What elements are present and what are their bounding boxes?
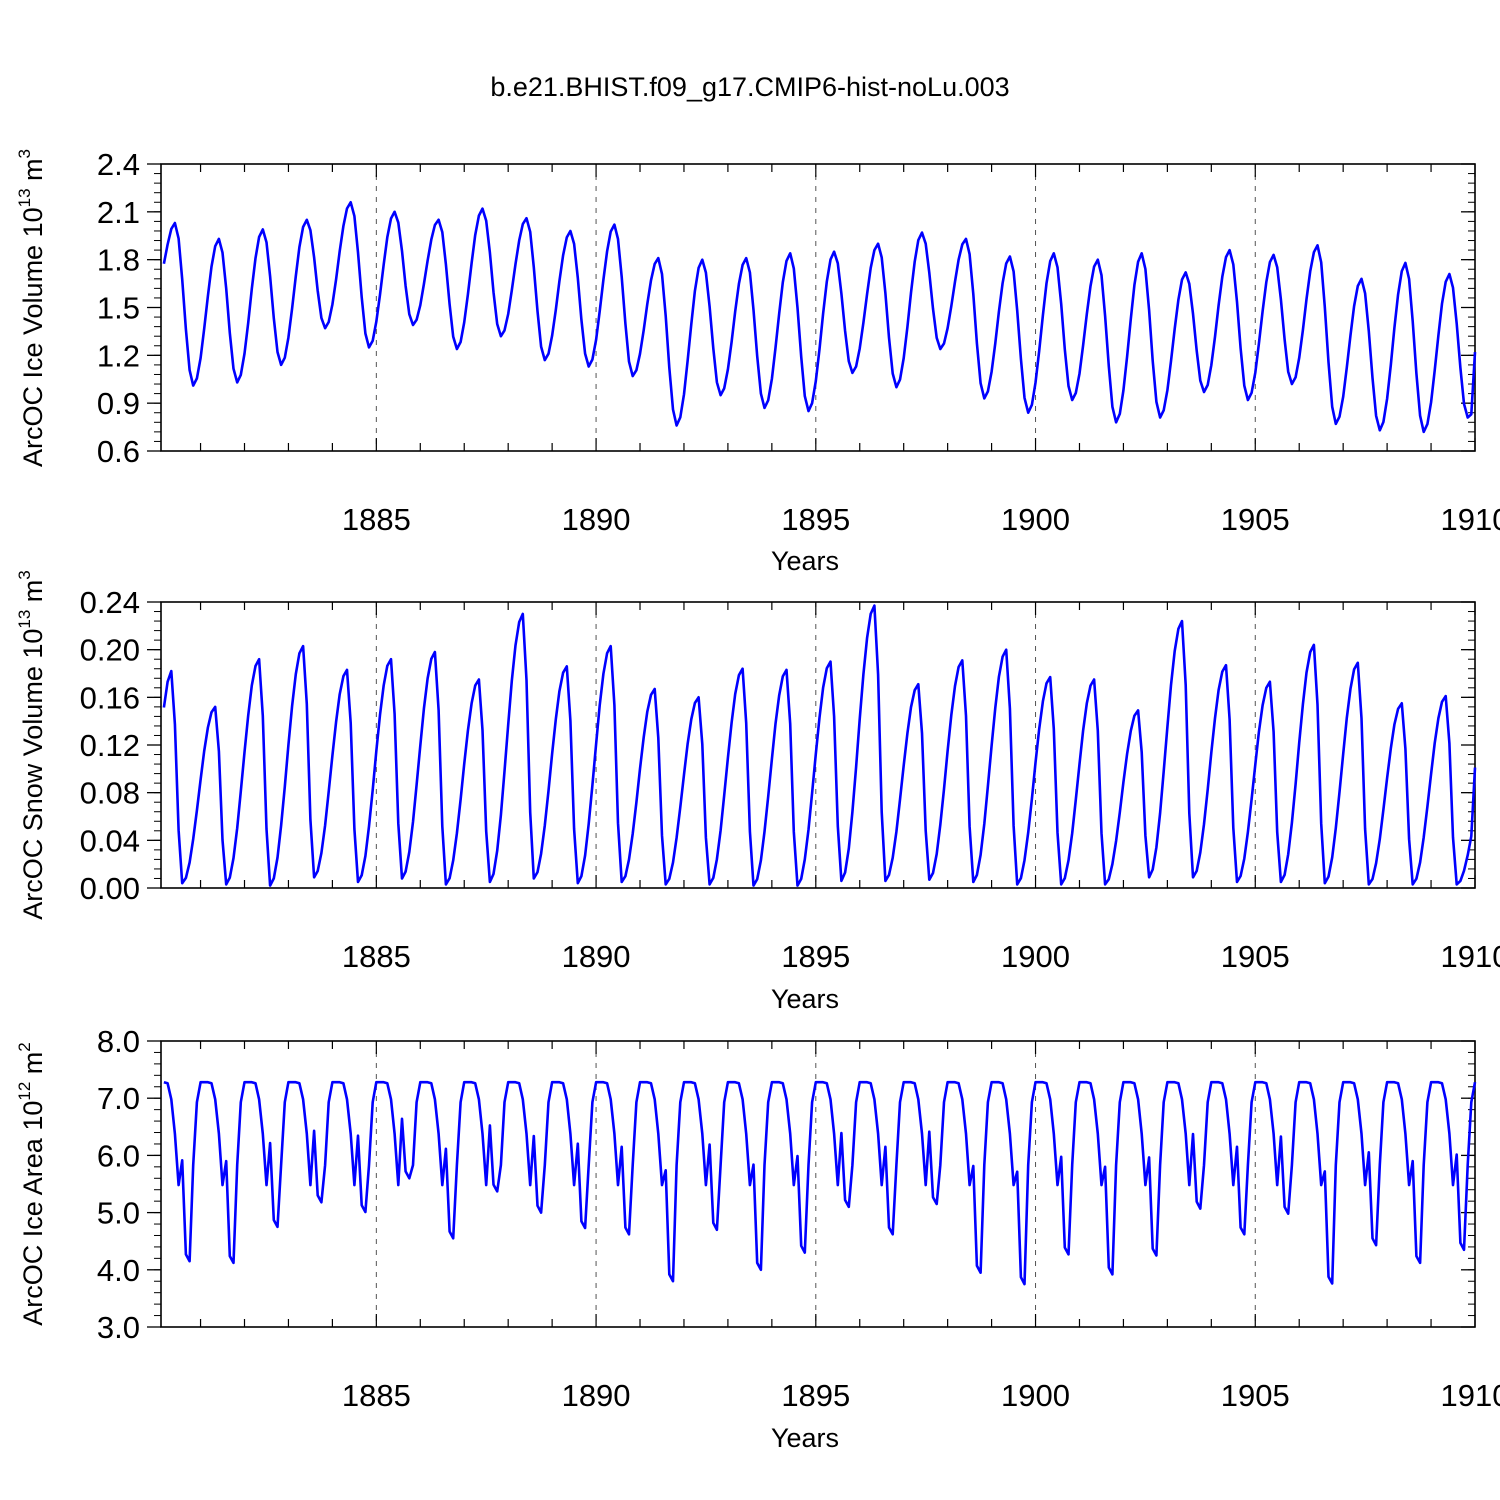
ice-volume-y-tick-label: 1.8 — [97, 243, 140, 278]
ice-area-y-axis-title: ArcOC Ice Area 1012 m2 — [15, 1042, 48, 1326]
snow-volume-x-tick-label: 1895 — [781, 939, 850, 974]
ice-area-x-tick-label: 1885 — [342, 1378, 411, 1413]
snow-volume-y-axis-title: ArcOC Snow Volume 1013 m3 — [15, 570, 48, 920]
snow-volume-y-tick-label: 0.24 — [80, 585, 140, 620]
snow-volume-x-axis-title: Years — [771, 984, 839, 1014]
ice-area-plot-frame — [160, 1040, 1476, 1328]
ice-area-y-tick-label: 6.0 — [97, 1138, 140, 1173]
ice-volume-x-tick-label: 1885 — [342, 502, 411, 537]
figure-title: b.e21.BHIST.f09_g17.CMIP6-hist-noLu.003 — [490, 72, 1009, 102]
ice-area-y-tick-label: 5.0 — [97, 1196, 140, 1231]
ice-volume-y-tick-label: 0.9 — [97, 386, 140, 421]
snow-volume-y-tick-label: 0.04 — [80, 823, 140, 858]
snow-volume-x-tick-label: 1900 — [1001, 939, 1070, 974]
ice-area-panel: ArcOC Ice Area 1012 m2 Years 1885 1890 189… — [15, 1024, 1500, 1453]
ice-area-x-axis-title: Years — [771, 1423, 839, 1453]
ice-volume-x-tick-label: 1905 — [1221, 502, 1290, 537]
snow-volume-y-tick-label: 0.12 — [80, 728, 140, 763]
ice-volume-plot-frame — [160, 163, 1476, 452]
snow-volume-x-tick-label: 1885 — [342, 939, 411, 974]
ice-volume-y-tick-label: 1.5 — [97, 291, 140, 326]
ice-area-y-tick-label: 4.0 — [97, 1253, 140, 1288]
snow-volume-y-tick-label: 0.00 — [80, 871, 140, 906]
ice-area-x-tick-label: 1890 — [562, 1378, 631, 1413]
snow-volume-x-tick-label: 1905 — [1221, 939, 1290, 974]
ice-area-x-tick-label: 1900 — [1001, 1378, 1070, 1413]
ice-volume-y-tick-label: 1.2 — [97, 338, 140, 373]
ice-area-y-tick-label: 3.0 — [97, 1310, 140, 1345]
ice-volume-x-tick-label: 1895 — [781, 502, 850, 537]
ice-volume-y-tick-label: 0.6 — [97, 434, 140, 469]
ice-volume-y-tick-label: 2.1 — [97, 195, 140, 230]
ice-volume-y-tick-label: 2.4 — [97, 147, 140, 182]
ice-area-y-tick-label: 8.0 — [97, 1024, 140, 1059]
snow-volume-x-tick-label: 1890 — [562, 939, 631, 974]
ice-area-series-line — [163, 1080, 1477, 1286]
ice-area-y-tick-label: 7.0 — [97, 1081, 140, 1116]
ice-volume-x-tick-label: 1890 — [562, 502, 631, 537]
snow-volume-y-tick-label: 0.16 — [80, 680, 140, 715]
ice-volume-panel: ArcOC Ice Volume 1013 m3 Years 1885 1890 1… — [15, 147, 1500, 576]
ice-area-x-tick-label: 1905 — [1221, 1378, 1290, 1413]
ice-volume-y-axis-title: ArcOC Ice Volume 1013 m3 — [15, 149, 48, 467]
snow-volume-series-line — [162, 604, 1477, 887]
snow-volume-panel: ArcOC Snow Volume 1013 m3 Years 1885 1890… — [15, 570, 1500, 1014]
ice-area-x-tick-label: 1895 — [781, 1378, 850, 1413]
ice-volume-x-tick-label: 1900 — [1001, 502, 1070, 537]
snow-volume-y-tick-label: 0.20 — [80, 633, 140, 668]
ice-volume-series-line — [162, 201, 1477, 434]
snow-volume-y-tick-label: 0.08 — [80, 776, 140, 811]
ice-volume-x-axis-title: Years — [771, 546, 839, 576]
